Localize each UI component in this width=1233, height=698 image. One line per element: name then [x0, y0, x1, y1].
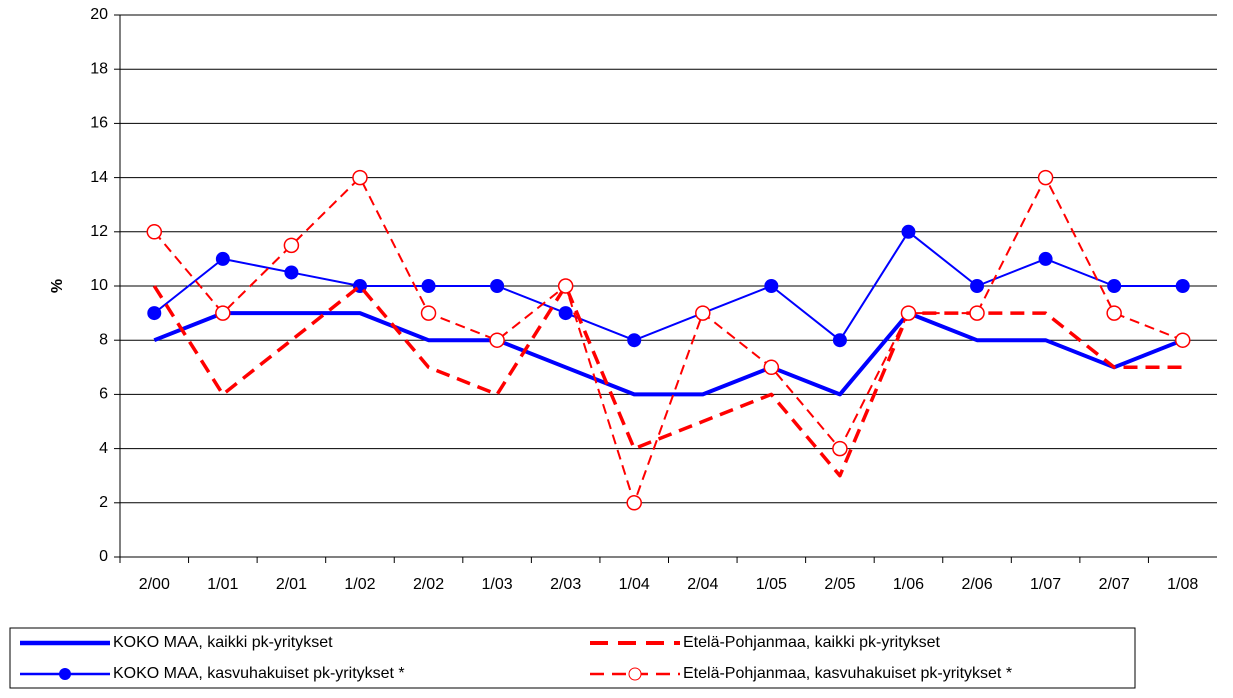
marker [627, 333, 642, 348]
marker [146, 224, 163, 240]
marker [832, 440, 848, 457]
marker [283, 237, 300, 254]
x-tick-label: 2/03 [550, 576, 581, 593]
marker [901, 224, 916, 239]
marker [1175, 279, 1190, 293]
y-tick-label: 4 [99, 440, 108, 457]
marker [215, 305, 231, 321]
marker [1106, 305, 1122, 321]
marker [970, 279, 985, 293]
marker [1107, 279, 1122, 293]
legend-label: Etelä-Pohjanmaa, kaikki pk-yritykset [683, 634, 941, 651]
marker [1037, 169, 1054, 186]
y-tick-label: 16 [90, 115, 108, 132]
x-tick-label: 2/07 [1099, 576, 1130, 593]
marker [490, 279, 505, 293]
marker [900, 305, 917, 321]
x-tick-label: 1/02 [344, 576, 375, 593]
marker [626, 495, 642, 511]
x-tick-label: 2/04 [687, 576, 718, 593]
x-tick-label: 2/06 [961, 576, 992, 593]
series-line [152, 284, 1183, 478]
marker [832, 333, 847, 348]
x-tick-label: 2/00 [139, 576, 170, 593]
x-tick-label: 1/05 [756, 576, 787, 593]
legend-marker [628, 667, 642, 681]
marker [147, 306, 162, 321]
marker [969, 305, 985, 321]
y-tick-label: 2 [99, 494, 108, 511]
marker [695, 305, 711, 321]
marker [1174, 332, 1191, 348]
y-tick-label: 6 [99, 386, 108, 403]
y-tick-label: 14 [90, 169, 108, 186]
legend-label: KOKO MAA, kasvuhakuiset pk-yritykset * [113, 665, 405, 682]
y-tick-label: 0 [99, 548, 108, 565]
marker [763, 359, 780, 376]
x-tick-label: 2/02 [413, 576, 444, 593]
marker [215, 251, 230, 266]
x-tick-label: 1/03 [482, 576, 513, 593]
marker [557, 278, 574, 294]
marker [764, 279, 779, 293]
x-tick-label: 1/04 [619, 576, 650, 593]
y-tick-label: 18 [90, 60, 108, 77]
legend-box [9, 627, 1136, 689]
legend-label: Etelä-Pohjanmaa, kasvuhakuiset pk-yrityk… [683, 665, 1012, 682]
legend-label: KOKO MAA, kaikki pk-yritykset [113, 634, 333, 651]
series-line [153, 311, 1184, 397]
marker [1038, 251, 1053, 266]
marker [489, 332, 505, 348]
x-tick-label: 2/05 [824, 576, 855, 593]
y-tick-label: 12 [90, 223, 108, 240]
marker [284, 265, 299, 280]
marker [421, 279, 436, 293]
marker [352, 169, 368, 186]
y-axis-label: % [49, 279, 66, 293]
series-line [153, 230, 1183, 342]
x-tick-label: 1/01 [207, 576, 238, 593]
y-tick-label: 20 [90, 6, 108, 23]
legend-marker [59, 668, 71, 680]
marker [558, 306, 573, 321]
x-tick-label: 1/08 [1167, 576, 1198, 593]
y-tick-label: 8 [99, 331, 108, 348]
y-tick-label: 10 [90, 277, 108, 294]
x-tick-label: 1/06 [893, 576, 924, 593]
x-tick-label: 2/01 [276, 576, 307, 593]
x-tick-label: 1/07 [1030, 576, 1061, 593]
marker [420, 305, 437, 321]
